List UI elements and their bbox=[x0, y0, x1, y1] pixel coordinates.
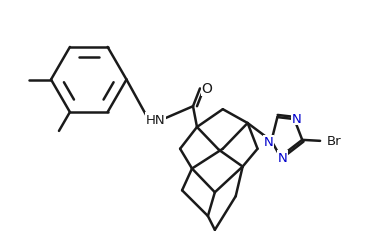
Text: O: O bbox=[202, 82, 212, 96]
Text: N: N bbox=[291, 112, 301, 125]
Text: Br: Br bbox=[327, 135, 341, 148]
Text: N: N bbox=[264, 136, 273, 149]
Text: HN: HN bbox=[145, 113, 165, 126]
Text: N: N bbox=[277, 151, 287, 165]
